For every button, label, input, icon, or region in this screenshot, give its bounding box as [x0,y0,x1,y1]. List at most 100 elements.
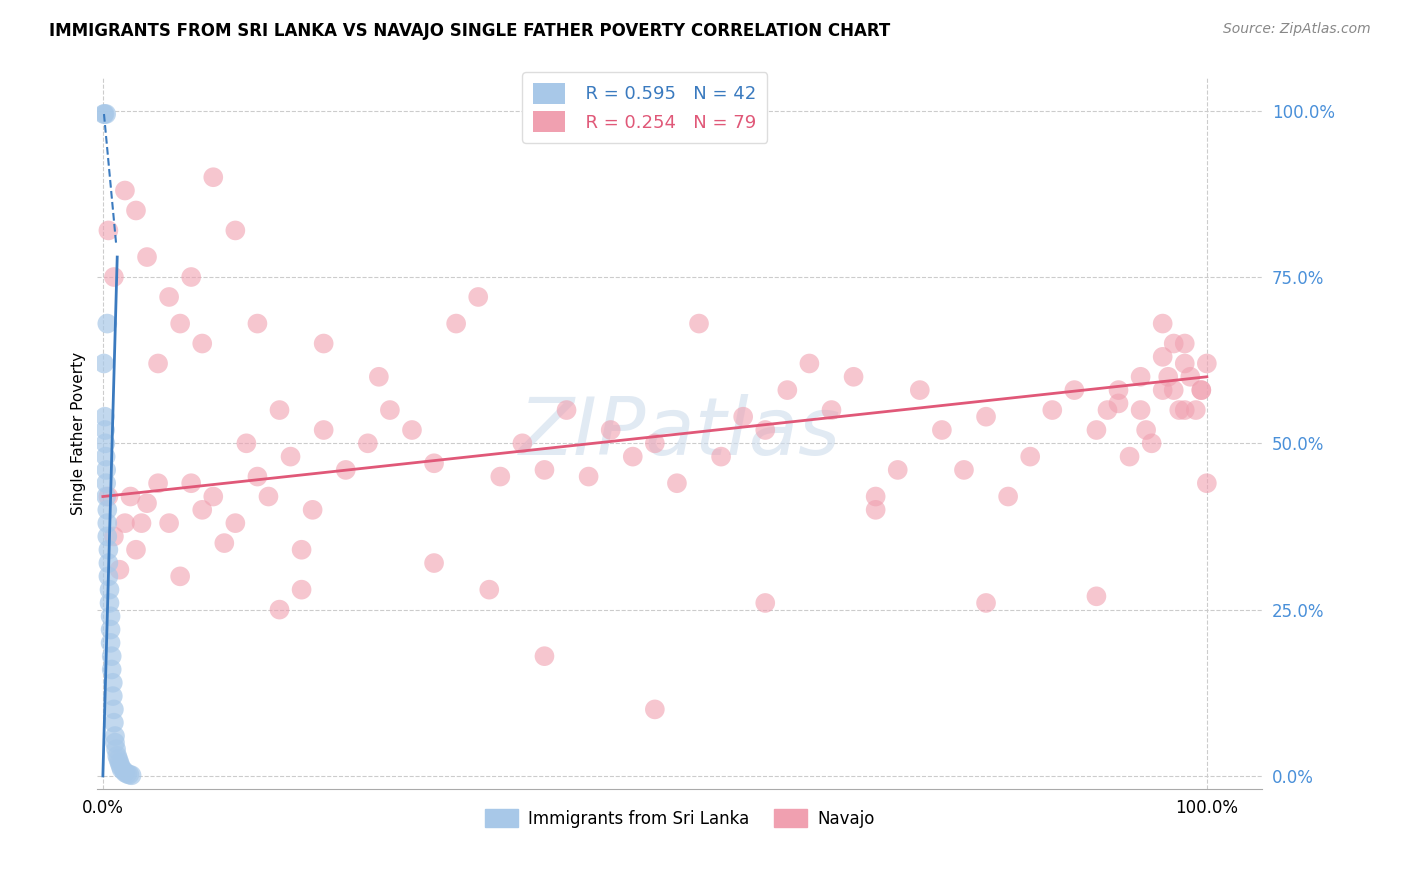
Text: IMMIGRANTS FROM SRI LANKA VS NAVAJO SINGLE FATHER POVERTY CORRELATION CHART: IMMIGRANTS FROM SRI LANKA VS NAVAJO SING… [49,22,890,40]
Point [1108,383,1130,397]
Point [111,762,134,776]
Text: Source: ZipAtlas.com: Source: ZipAtlas.com [1223,22,1371,37]
Point [100,623,122,637]
Point [865,490,887,504]
Legend: Immigrants from Sri Lanka, Navajo: Immigrants from Sri Lanka, Navajo [478,803,882,834]
Point [533,463,555,477]
Point [169,569,191,583]
Point [202,170,225,185]
Point [1140,436,1163,450]
Point [1189,383,1212,397]
Point [820,403,842,417]
Point [131,516,153,530]
Point [953,463,976,477]
Point [105,742,128,756]
Point [1180,369,1202,384]
Point [401,423,423,437]
Point [367,369,389,384]
Point [799,356,821,370]
Point [108,563,131,577]
Point [1163,336,1185,351]
Point [96,463,118,477]
Point [100,609,122,624]
Point [157,516,180,530]
Point [96,490,118,504]
Point [280,450,302,464]
Point [97,542,120,557]
Point [121,768,143,782]
Point [103,270,125,285]
Point [97,569,120,583]
Point [100,649,122,664]
Point [423,556,446,570]
Point [118,767,141,781]
Text: ZIPatlas: ZIPatlas [519,394,841,473]
Point [555,403,578,417]
Point [1184,403,1206,417]
Point [136,250,159,264]
Point [101,689,124,703]
Point [115,767,138,781]
Point [1085,423,1108,437]
Point [754,423,776,437]
Point [644,702,666,716]
Point [98,596,121,610]
Point [235,436,257,450]
Point [103,529,125,543]
Point [214,536,236,550]
Point [931,423,953,437]
Point [93,107,115,121]
Point [1152,383,1174,397]
Point [180,270,202,285]
Point [1129,403,1152,417]
Point [1157,369,1180,384]
Point [478,582,501,597]
Point [269,403,291,417]
Point [100,663,122,677]
Point [1118,450,1140,464]
Point [1108,396,1130,410]
Point [104,736,127,750]
Point [94,409,117,424]
Point [312,423,335,437]
Point [908,383,931,397]
Point [1129,369,1152,384]
Point [96,476,118,491]
Point [93,107,115,121]
Point [1085,590,1108,604]
Point [290,542,312,557]
Point [108,756,131,770]
Point [467,290,489,304]
Point [512,436,534,450]
Point [423,456,446,470]
Point [97,556,120,570]
Point [191,336,214,351]
Point [301,503,323,517]
Point [1195,476,1218,491]
Point [157,290,180,304]
Point [96,503,118,517]
Point [146,476,169,491]
Point [103,715,125,730]
Point [1174,336,1197,351]
Point [93,356,115,370]
Point [169,317,191,331]
Point [101,675,124,690]
Point [1152,317,1174,331]
Point [1019,450,1042,464]
Point [533,649,555,664]
Point [644,436,666,450]
Point [114,765,136,780]
Point [94,436,117,450]
Point [246,469,269,483]
Point [100,636,122,650]
Point [688,317,710,331]
Point [1097,403,1119,417]
Point [96,529,118,543]
Point [97,223,120,237]
Point [246,317,269,331]
Point [224,516,246,530]
Point [96,516,118,530]
Point [974,409,997,424]
Point [733,409,755,424]
